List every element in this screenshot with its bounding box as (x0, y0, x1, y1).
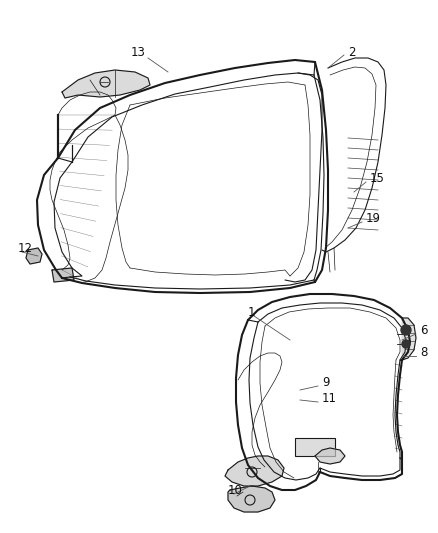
Polygon shape (228, 486, 275, 512)
Text: 19: 19 (366, 212, 381, 224)
FancyBboxPatch shape (295, 438, 335, 456)
Polygon shape (315, 448, 345, 464)
Text: 10: 10 (228, 483, 243, 497)
Circle shape (401, 325, 411, 335)
Polygon shape (52, 268, 74, 282)
Text: 12: 12 (18, 241, 33, 254)
Polygon shape (26, 248, 42, 264)
Text: 8: 8 (420, 345, 427, 359)
Text: 11: 11 (322, 392, 337, 405)
Polygon shape (225, 456, 284, 486)
Text: 6: 6 (420, 324, 427, 336)
Text: 1: 1 (248, 305, 255, 319)
Polygon shape (402, 318, 416, 360)
Polygon shape (62, 70, 150, 98)
Circle shape (402, 340, 410, 348)
Text: 13: 13 (131, 45, 145, 59)
Text: 15: 15 (370, 172, 385, 184)
Text: 9: 9 (322, 376, 329, 389)
Text: 2: 2 (348, 45, 356, 59)
